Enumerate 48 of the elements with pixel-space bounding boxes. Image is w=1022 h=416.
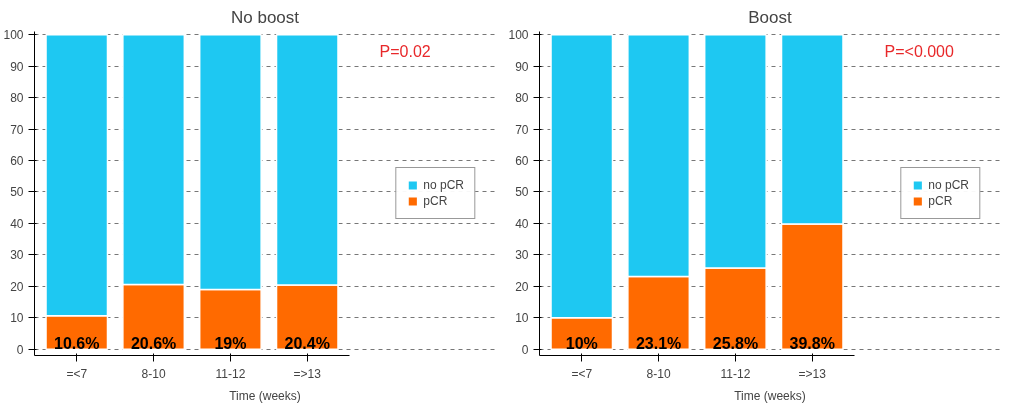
- legend-label: no pCR: [423, 178, 464, 192]
- y-tick-label: 100: [508, 28, 529, 43]
- y-tick-label: 30: [10, 248, 24, 263]
- x-tick-label: =<7: [571, 366, 593, 381]
- x-tick-label: =>13: [798, 366, 827, 381]
- y-tick-label: 100: [3, 28, 24, 43]
- x-axis-title: Time (weeks): [229, 388, 301, 403]
- y-tick-label: 0: [521, 342, 529, 357]
- data-label: 10.6%: [54, 335, 100, 353]
- x-tick-label: 8-10: [141, 366, 166, 381]
- x-tick-label: =>13: [293, 366, 322, 381]
- data-label: 20.6%: [130, 335, 177, 353]
- text: P=0.02: [379, 43, 431, 60]
- y-tick-label: 50: [10, 185, 24, 200]
- legend-label: no pCR: [928, 178, 969, 192]
- data-label: 19%: [214, 335, 247, 353]
- y-tick-label: 70: [10, 122, 24, 137]
- y-tick-label: 10: [10, 311, 24, 326]
- y-tick-label: 60: [515, 153, 529, 168]
- data-label: 23.1%: [635, 335, 682, 353]
- x-tick-label: 11-12: [720, 366, 751, 381]
- legend-label: pCR: [928, 194, 953, 208]
- y-tick-label: 30: [515, 248, 529, 263]
- data-label: 10%: [565, 335, 598, 353]
- y-tick-label: 50: [515, 185, 529, 200]
- y-tick-label: 20: [515, 279, 529, 294]
- y-tick-label: 40: [10, 216, 24, 231]
- data-label: 39.8%: [789, 335, 835, 353]
- x-tick-label: =<7: [66, 366, 88, 381]
- data-label: 20.4%: [284, 335, 330, 353]
- y-tick-label: 80: [515, 91, 529, 106]
- y-tick-label: 80: [10, 91, 24, 106]
- legend-label: pCR: [423, 194, 448, 208]
- y-tick-label: 70: [515, 122, 529, 137]
- y-tick-label: 90: [10, 59, 24, 74]
- chart-title: Boost: [748, 7, 793, 27]
- y-tick-label: 10: [515, 311, 529, 326]
- data-label: 25.8%: [712, 335, 759, 353]
- y-tick-label: 20: [10, 279, 24, 294]
- y-tick-label: 90: [515, 59, 529, 74]
- x-axis-title: Time (weeks): [734, 388, 806, 403]
- x-tick-label: 8-10: [646, 366, 671, 381]
- x-tick-label: 11-12: [215, 366, 246, 381]
- chart-title: No boost: [230, 7, 300, 27]
- y-tick-label: 40: [515, 216, 529, 231]
- y-tick-label: 60: [10, 153, 24, 168]
- text: P=<0.000: [884, 43, 955, 60]
- y-tick-label: 0: [16, 342, 24, 357]
